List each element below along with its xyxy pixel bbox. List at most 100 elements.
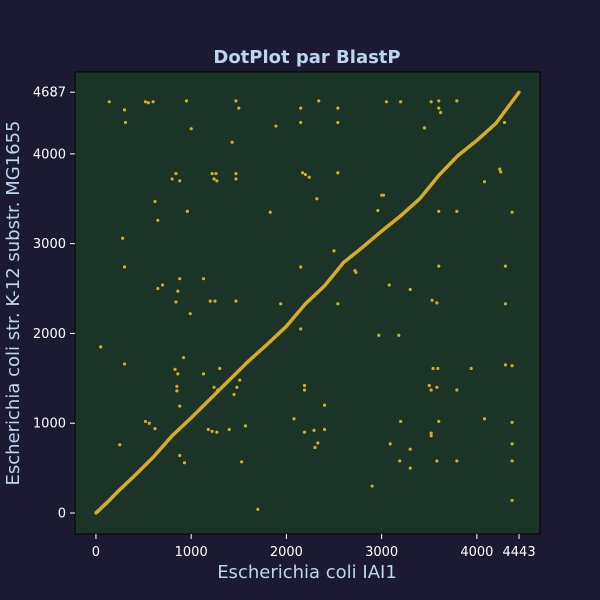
scatter-point: [161, 283, 165, 287]
scatter-point: [292, 417, 296, 421]
scatter-point: [437, 99, 441, 103]
scatter-point: [274, 124, 278, 128]
scatter-point: [175, 384, 179, 388]
scatter-point: [123, 120, 128, 125]
scatter-point: [153, 199, 157, 204]
x-tick-label: 0: [92, 545, 100, 560]
scatter-point: [178, 277, 182, 281]
scatter-point: [174, 172, 178, 176]
scatter-point: [301, 171, 305, 175]
scatter-point: [503, 363, 508, 367]
scatter-point: [243, 424, 248, 428]
scatter-point: [213, 299, 217, 303]
scatter-point: [307, 175, 311, 179]
scatter-point: [299, 265, 303, 269]
scatter-point: [201, 277, 206, 281]
scatter-point: [503, 302, 508, 306]
scatter-point: [429, 431, 433, 435]
y-tick-label: 2000: [33, 327, 66, 342]
scatter-point: [387, 283, 391, 287]
scatter-point: [510, 442, 514, 446]
scatter-point: [316, 441, 320, 445]
scatter-point: [336, 302, 340, 306]
scatter-point: [303, 172, 308, 177]
scatter-point: [455, 459, 459, 463]
scatter-point: [437, 209, 441, 213]
scatter-point: [427, 383, 431, 388]
x-tick-label: 4443: [503, 545, 536, 560]
scatter-point: [234, 99, 238, 103]
scatter-point: [182, 461, 187, 465]
scatter-point: [435, 301, 439, 305]
scatter-point: [399, 419, 403, 424]
scatter-point: [435, 459, 439, 463]
y-tick-label: 0: [58, 506, 66, 521]
scatter-point: [302, 383, 307, 388]
scatter-point: [398, 459, 402, 463]
scatter-point: [153, 427, 157, 431]
y-tick-label: 4000: [33, 147, 66, 162]
scatter-point: [336, 171, 340, 175]
scatter-point: [170, 177, 174, 181]
scatter-point: [377, 333, 381, 337]
scatter-point: [510, 420, 514, 424]
scatter-point: [107, 100, 111, 104]
scatter-point: [156, 218, 160, 222]
scatter-point: [238, 378, 242, 382]
scatter-point: [322, 427, 327, 432]
scatter-point: [482, 417, 487, 421]
y-axis-label: Escherichia coli str. K-12 substr. MG165…: [3, 120, 24, 485]
scatter-point: [408, 466, 412, 470]
scatter-point: [455, 209, 459, 213]
scatter-point: [430, 298, 434, 302]
scatter-point: [122, 108, 127, 112]
scatter-point: [234, 299, 238, 303]
scatter-point: [437, 264, 441, 268]
scatter-point: [185, 209, 189, 213]
x-tick-label: 4000: [460, 545, 493, 560]
scatter-point: [397, 333, 401, 337]
scatter-point: [206, 427, 210, 432]
scatter-point: [376, 208, 380, 213]
scatter-point: [332, 249, 336, 253]
scatter-point: [189, 127, 193, 131]
scatter-point: [240, 460, 244, 464]
scatter-point: [437, 419, 441, 424]
scatter-point: [408, 447, 412, 451]
scatter-point: [429, 388, 433, 392]
scatter-point: [216, 388, 220, 392]
scatter-point: [399, 100, 403, 104]
scatter-point: [215, 430, 219, 434]
scatter-point: [388, 442, 392, 446]
scatter-point: [435, 385, 439, 389]
x-tick-label: 3000: [365, 545, 398, 560]
scatter-point: [208, 299, 212, 303]
scatter-point: [499, 170, 503, 174]
scatter-point: [201, 372, 206, 376]
scatter-point: [230, 140, 234, 144]
scatter-point: [336, 120, 340, 125]
scatter-point: [143, 100, 148, 104]
scatter-point: [439, 110, 443, 115]
scatter-point: [212, 385, 216, 389]
scatter-point: [176, 372, 180, 376]
scatter-point: [178, 453, 182, 458]
scatter-point: [498, 167, 502, 171]
scatter-point: [510, 459, 514, 463]
scatter-point: [178, 179, 182, 183]
scatter-point: [455, 388, 459, 392]
x-axis-ticks: 0 1000 2000 3000 4000 4443: [92, 534, 536, 560]
scatter-point: [302, 388, 307, 392]
scatter-point: [122, 265, 127, 269]
scatter-point: [237, 106, 241, 110]
scatter-point: [143, 419, 148, 424]
scatter-point: [174, 300, 178, 304]
scatter-point: [232, 392, 236, 397]
scatter-point: [178, 404, 182, 408]
scatter-point: [510, 364, 514, 368]
scatter-point: [317, 99, 321, 103]
y-tick-label: 3000: [33, 237, 66, 252]
scatter-point: [384, 100, 388, 104]
scatter-point: [218, 366, 222, 371]
